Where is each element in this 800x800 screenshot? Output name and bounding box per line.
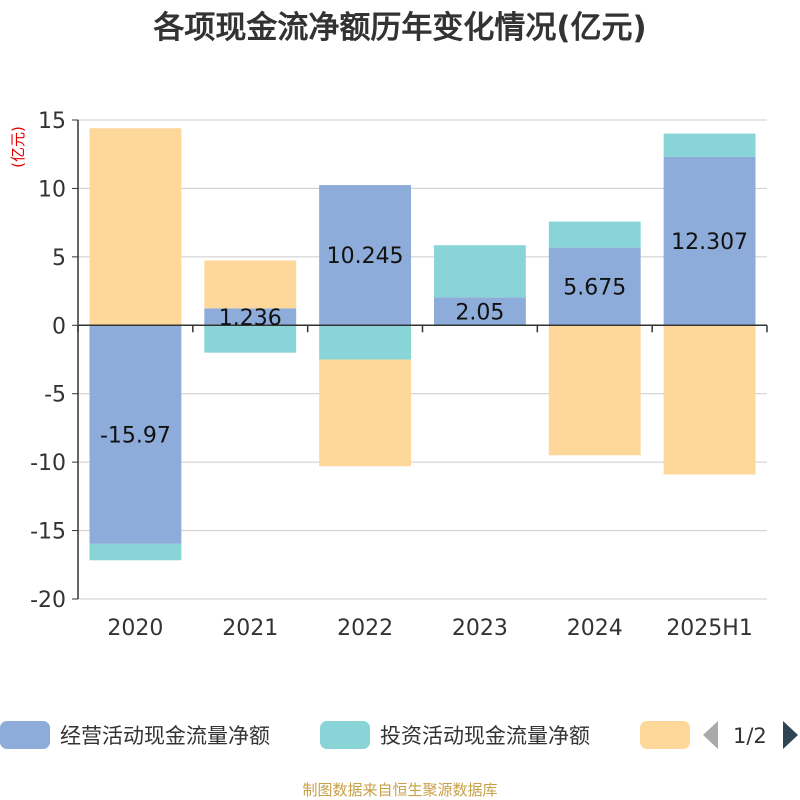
data-label-2021: 1.236 — [219, 306, 282, 331]
source-note: 制图数据来自恒生聚源数据库 — [302, 781, 498, 799]
legend-label[interactable]: 经营活动现金流量净额 — [60, 724, 270, 748]
bar-segment-s0-2024[interactable] — [548, 247, 641, 326]
grid-lines — [78, 119, 767, 600]
bar-segment-s2-2021[interactable] — [204, 260, 297, 309]
bar-segment-s0-2025H1[interactable] — [663, 156, 756, 326]
y-tick-label: 15 — [38, 109, 66, 134]
data-labels: -15.97 1.236 10.245 2.05 5.675 12.307 — [100, 230, 748, 448]
legend[interactable]: 经营活动现金流量净额 投资活动现金流量净额 1/2 — [0, 721, 798, 749]
data-label-2024: 5.675 — [563, 275, 626, 300]
y-tick-label: 0 — [52, 314, 66, 339]
bar-segment-s1-2024[interactable] — [548, 221, 641, 248]
data-label-2023: 2.05 — [455, 300, 504, 325]
data-label-2022: 10.245 — [327, 244, 404, 269]
chart-title: 各项现金流净额历年变化情况(亿元) — [153, 10, 647, 46]
y-tick-label: -15 — [30, 520, 66, 545]
legend-next-icon[interactable] — [783, 721, 798, 749]
x-tick-label: 2021 — [222, 616, 278, 641]
y-tick-label: -10 — [30, 451, 66, 476]
bars — [89, 128, 756, 561]
bar-segment-s1-2021[interactable] — [204, 325, 297, 353]
x-tick-label: 2020 — [107, 616, 163, 641]
legend-page-indicator: 1/2 — [733, 724, 767, 748]
x-tick-label: 2025H1 — [666, 616, 753, 641]
bar-segment-s1-2025H1[interactable] — [663, 133, 756, 157]
bar-segment-s2-2024[interactable] — [548, 325, 641, 456]
y-tick-label: -20 — [30, 588, 66, 613]
legend-swatch[interactable] — [320, 721, 370, 749]
legend-swatch[interactable] — [640, 721, 690, 749]
bar-segment-s2-2025H1[interactable] — [663, 325, 756, 475]
bar-segment-s0-2022[interactable] — [319, 185, 412, 326]
legend-label[interactable]: 投资活动现金流量净额 — [380, 724, 590, 748]
y-axis-title: (亿元) — [9, 126, 27, 168]
bar-segment-s1-2023[interactable] — [433, 245, 526, 298]
legend-swatch[interactable] — [0, 721, 50, 749]
x-tick-label: 2022 — [337, 616, 393, 641]
bar-segment-s0-2023[interactable] — [433, 297, 526, 326]
bar-segment-s0-2021[interactable] — [204, 308, 297, 326]
legend-prev-icon[interactable] — [703, 721, 718, 749]
bar-segment-s0-2020[interactable] — [89, 325, 182, 544]
bar-segment-s1-2020[interactable] — [89, 543, 182, 561]
bar-segment-s2-2020[interactable] — [89, 128, 182, 326]
data-label-2020: -15.97 — [100, 424, 171, 449]
x-tick-label: 2024 — [567, 616, 623, 641]
y-tick-label: 10 — [38, 177, 66, 202]
x-tick-label: 2023 — [452, 616, 508, 641]
axes: 15 10 5 0 -5 -10 -15 -20 (亿元) 2020 2021 2022 2023 202… — [9, 109, 768, 641]
y-tick-label: 5 — [52, 246, 66, 271]
data-label-2025H1: 12.307 — [671, 230, 748, 255]
bar-segment-s2-2022[interactable] — [319, 359, 412, 467]
y-tick-label: -5 — [44, 383, 66, 408]
bar-segment-s1-2022[interactable] — [319, 325, 412, 360]
